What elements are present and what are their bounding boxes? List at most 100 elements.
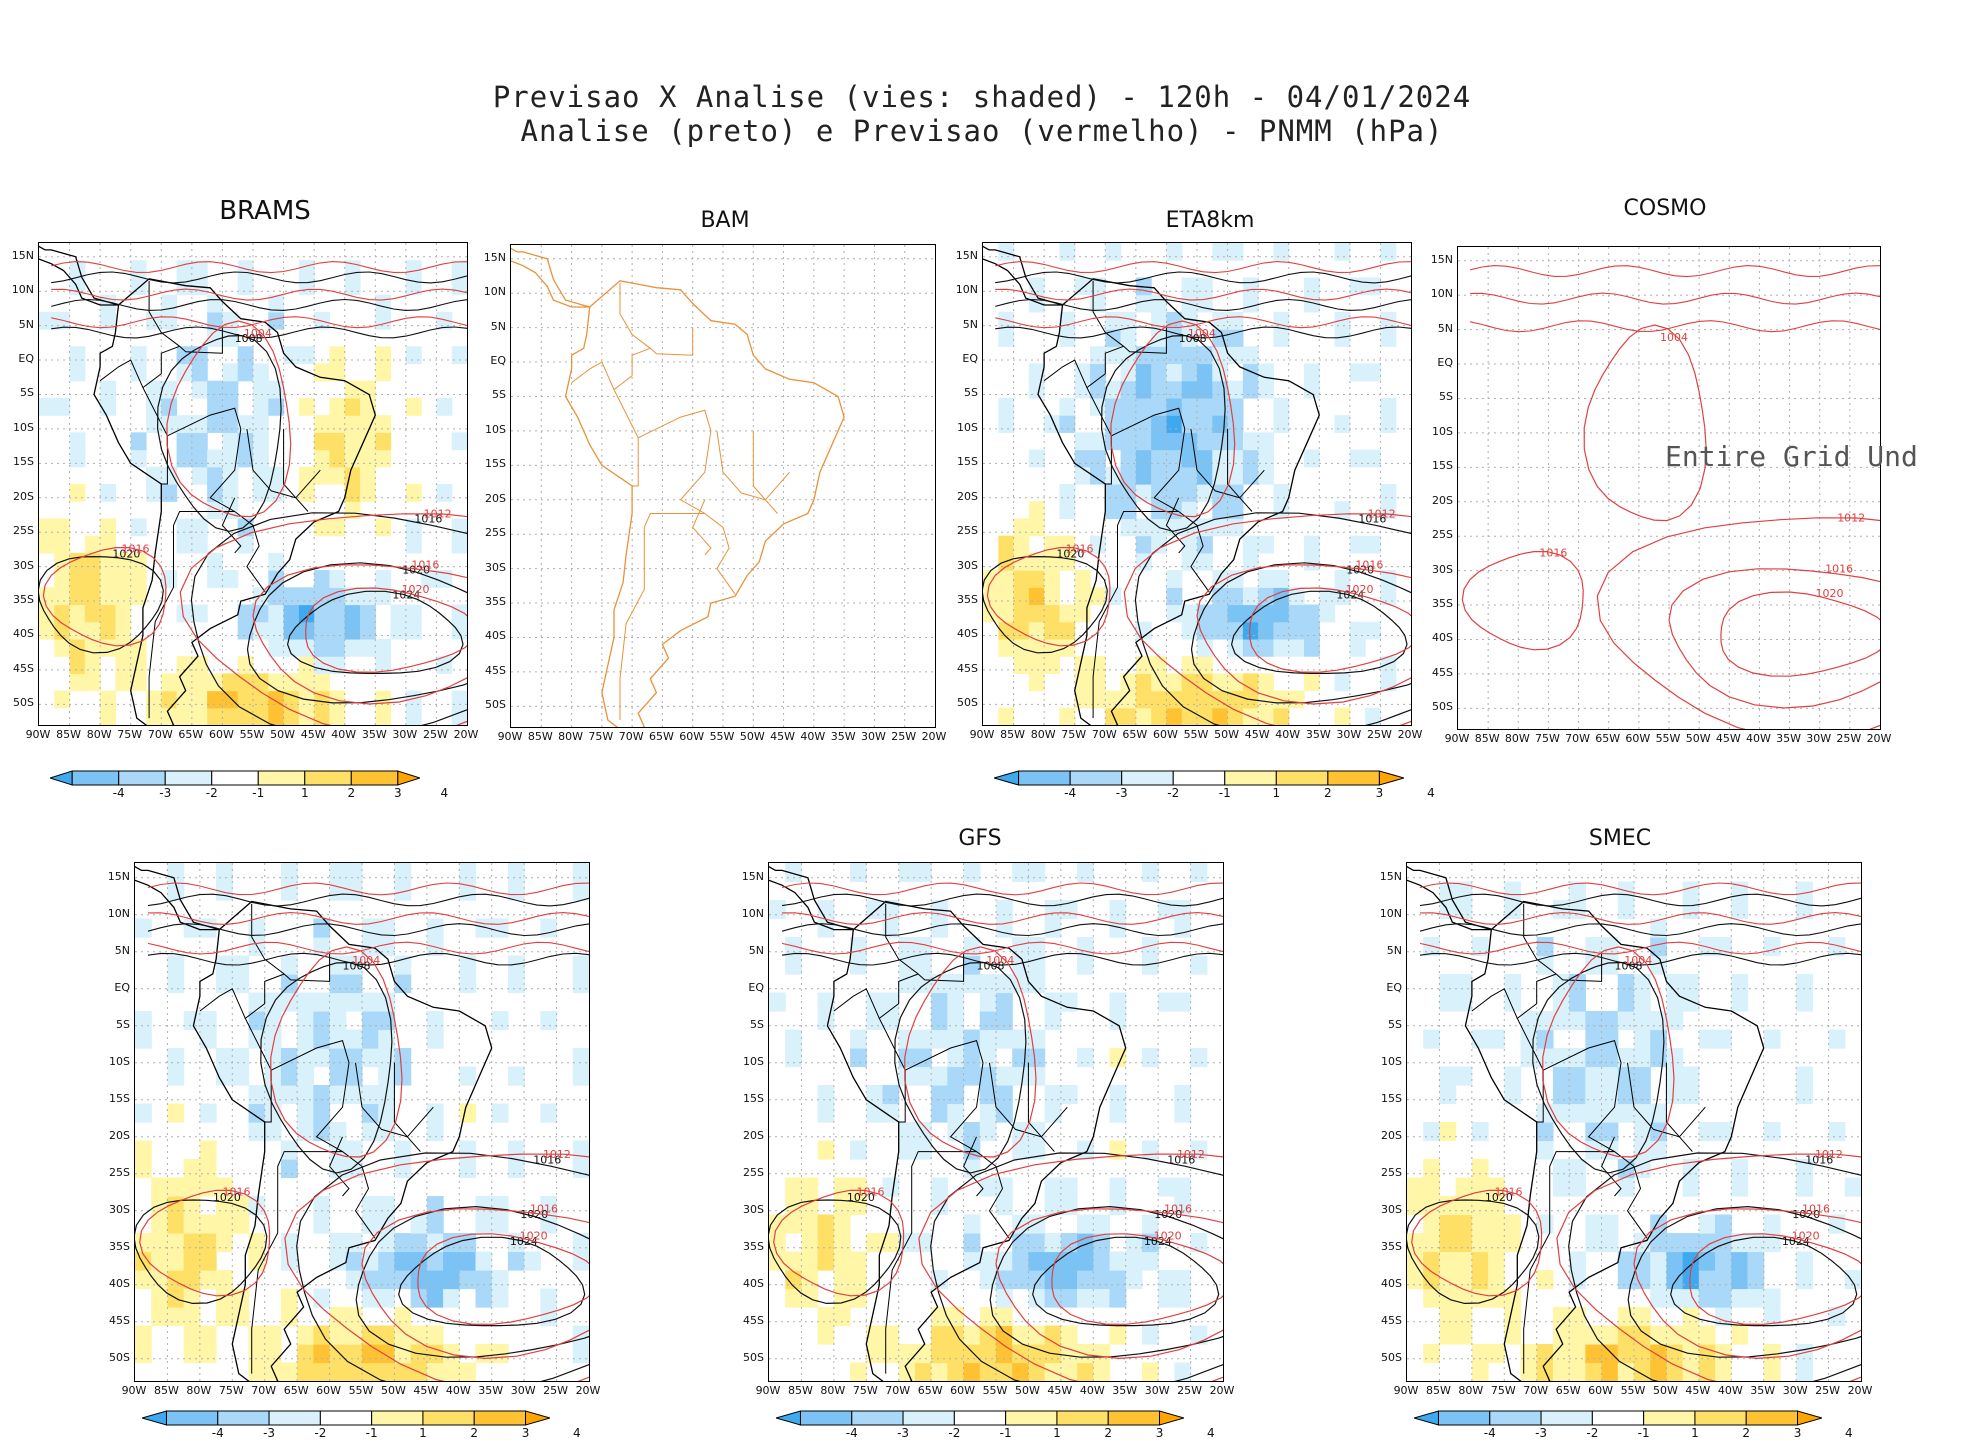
lat-tick-label: 10S [743,1054,764,1068]
bias-cell [69,484,86,502]
bias-cell [850,1251,867,1271]
colorbar-gfs: -4 -3 -2 -1 1 2 3 4 [774,1410,1215,1440]
bias-cell [1013,535,1030,554]
bias-cell [459,1159,477,1179]
panel-title-gfs: GFS [958,826,1002,851]
colorbar-swatch [851,1410,904,1426]
bias-cell [69,449,86,468]
bias-cell [216,955,233,975]
bias-cell [375,518,392,537]
bias-cell [378,1011,396,1031]
colorbar-swatch [211,770,259,786]
bias-cell [1077,1048,1094,1068]
bias-cell [996,1011,1013,1031]
bias-cell [1227,501,1244,520]
bias-cell [1120,380,1137,399]
bias-cell [1090,587,1106,606]
bias-cell [1715,1288,1732,1308]
bias-cell [1682,881,1700,901]
bias-cell [1105,501,1122,520]
bias-cell [248,1103,266,1123]
bias-cell [1844,1177,1861,1197]
bias-cell [1650,1251,1668,1271]
lat-tick-label: 30S [1381,1202,1402,1216]
lon-tick-label: 75W [117,728,143,741]
bias-cell [769,1214,786,1234]
bias-cell [222,363,239,382]
bias-cell [1698,1029,1716,1049]
isobar-label: 1012 [1837,511,1865,524]
bias-cell [1012,1048,1030,1068]
lon-tick-label: 35W [1776,732,1801,745]
bias-cell [817,1103,835,1123]
bias-cell [1455,1066,1473,1086]
bias-cell [882,992,900,1012]
lon-tick-label: 50W [1214,728,1239,741]
bias-cell [1569,1103,1586,1123]
bias-cell [1601,1140,1619,1160]
bias-cell [280,955,298,975]
bias-cell [491,1288,509,1308]
bias-cell [1747,1251,1765,1271]
bias-cell [1060,1233,1078,1253]
bias-cell [1471,1214,1489,1234]
bias-cell [817,1085,835,1105]
lat-tick-label: 15S [13,455,34,469]
bias-cell [1174,900,1192,920]
bias-cell [84,673,101,692]
bias-cell [1634,1122,1651,1142]
lon-tick-label: 55W [1183,728,1209,741]
lat-tick-label: 35S [485,595,506,609]
bias-cell [360,621,376,640]
bias-cell [1105,690,1122,709]
bias-cell [1796,1085,1813,1105]
bias-cell [207,449,224,468]
bias-cell [183,1344,201,1364]
isobar [284,1153,589,1381]
bias-cell [436,484,453,502]
bias-cell [268,707,285,725]
bias-cell [100,397,117,416]
bias-cell [1520,1344,1538,1364]
bias-cell [207,690,224,709]
bias-cell [1488,1029,1505,1049]
bias-cell [161,466,178,485]
colorbar-swatch [1121,770,1174,786]
isobar [894,961,1027,1174]
bias-cell [1796,992,1813,1012]
bias-cell [1698,1122,1716,1142]
bias-cell [345,1344,363,1364]
bias-cell [1682,974,1700,994]
colorbar-label: 2 [347,786,356,800]
bias-cell [167,1048,185,1068]
bias-cell [1634,1011,1651,1031]
bias-cell [314,587,331,606]
bias-cell [1044,992,1062,1012]
bias-cell [1552,1085,1570,1105]
bias-cell [253,363,269,382]
bias-cell [1365,449,1382,468]
coastline [39,245,376,725]
lon-tick-label: 45W [1244,728,1270,741]
bias-cell [191,449,208,468]
bias-cell [1455,1214,1473,1234]
bias-cell [39,621,55,640]
bias-cell [199,1177,217,1197]
bias-cell [1601,1048,1619,1068]
isobar [1230,590,1408,674]
bias-cell [1552,1159,1570,1179]
bias-cell [1141,1214,1159,1234]
bias-cell [1763,1029,1781,1049]
bias-cell [1028,1140,1046,1160]
bias-cell [253,690,269,709]
isobar [1668,568,1880,709]
bias-cell [996,974,1013,994]
bias-cell [1135,535,1152,554]
colorbar-swatch [1540,1410,1593,1426]
bias-cell [54,535,71,554]
bias-cell [931,1029,948,1049]
bias-cell [898,937,916,957]
bias-cell [1455,974,1473,994]
bias-cell [237,690,254,709]
